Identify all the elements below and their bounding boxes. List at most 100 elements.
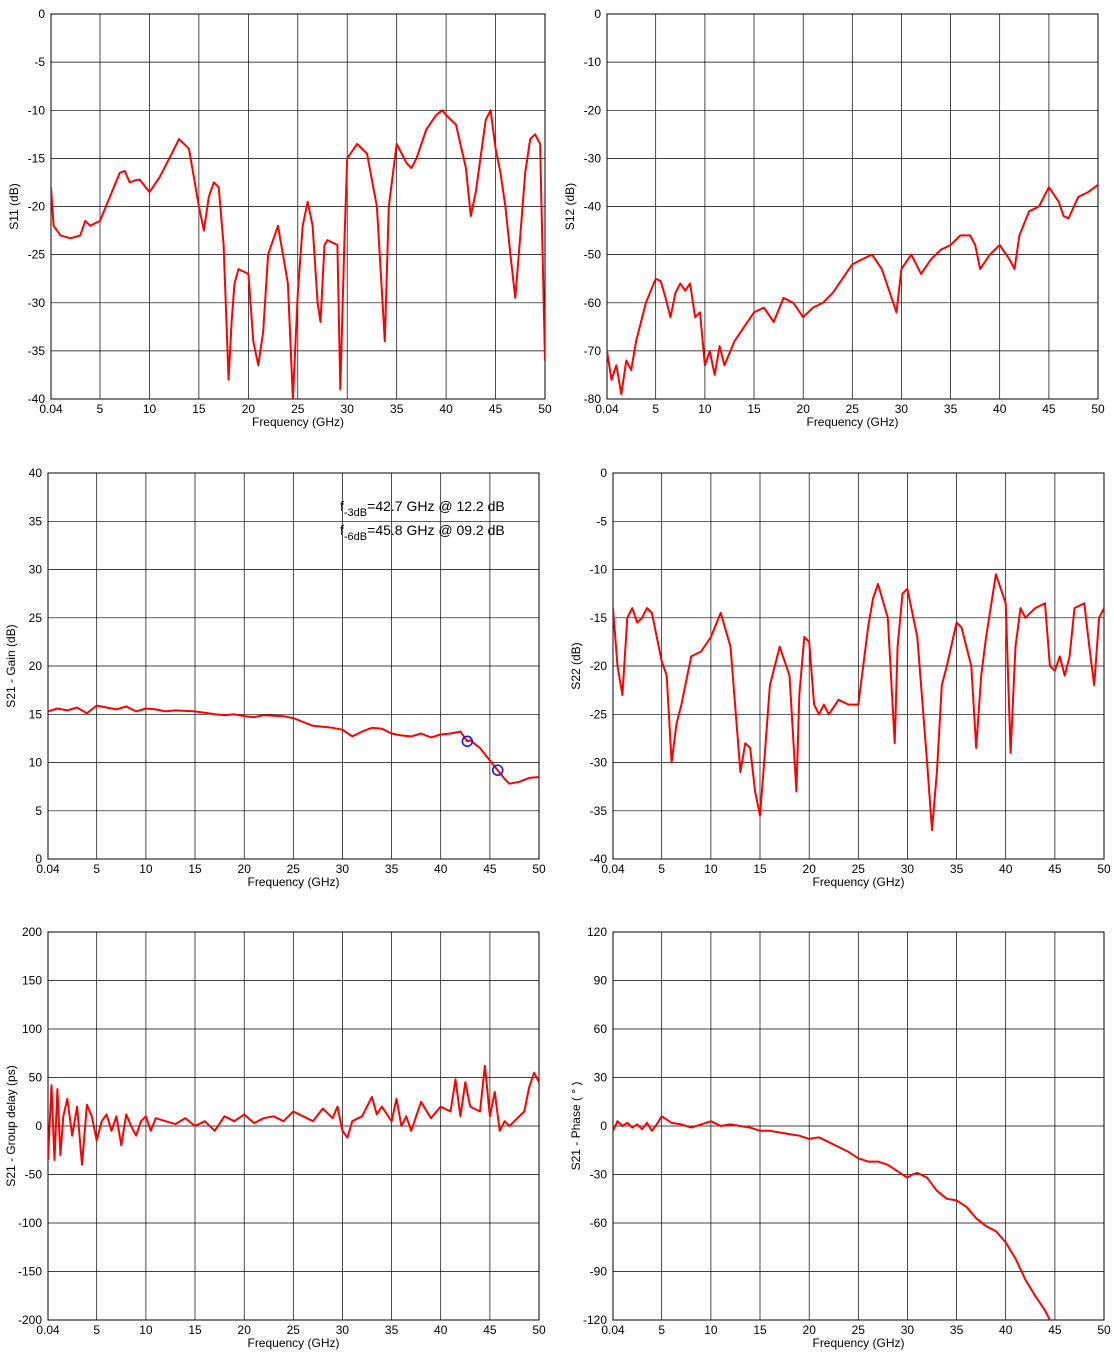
s21-gain-chart: 0.04 5 10 15 20 25 30 35 40 45 50 0 5 10 15 20 25 30 35 40 F… <box>4 466 546 889</box>
s21-group-delay-xtick-label: 30 <box>336 1323 350 1337</box>
s11-ytick-label: -25 <box>28 248 46 262</box>
s21-phase-xtick-label: 20 <box>803 1323 817 1337</box>
s11-ytick-label: -15 <box>28 151 46 165</box>
s11-ytick-label: -35 <box>28 344 46 358</box>
s22-xtick-label: 15 <box>753 862 767 876</box>
s21-phase-ytick-label: 0 <box>600 1119 607 1133</box>
s21-gain-ytick-label: 35 <box>29 514 43 528</box>
s11-xtick-label: 35 <box>390 402 404 416</box>
s21-gain-ytick-label: 5 <box>35 804 42 818</box>
s21-phase-ytick-label: -90 <box>590 1265 608 1279</box>
s22-xlabel: Frequency (GHz) <box>812 875 904 889</box>
s21-phase-ytick-label: -30 <box>590 1168 608 1182</box>
s22-xtick-label: 0.04 <box>601 862 625 876</box>
cutoff-annotation-sub: -3dB <box>344 507 367 519</box>
s22-ytick-label: -20 <box>590 659 608 673</box>
s12-xtick-label: 5 <box>652 402 659 416</box>
s21-phase-xlabel: Frequency (GHz) <box>812 1336 904 1350</box>
s12-xtick-label: 0.04 <box>595 402 619 416</box>
s22-ytick-label: -15 <box>590 611 608 625</box>
s22-xtick-label: 50 <box>1097 862 1111 876</box>
s21-group-delay-xtick-label: 5 <box>93 1323 100 1337</box>
s21-group-delay-ytick-label: -100 <box>18 1216 42 1230</box>
s22-ytick-label: -25 <box>590 707 608 721</box>
s12-ytick-label: -70 <box>584 344 602 358</box>
s21-gain-ylabel: S21 - Gain (dB) <box>4 624 18 707</box>
s21-group-delay-ytick-label: -150 <box>18 1265 42 1279</box>
s12-trace <box>607 183 1098 396</box>
s22-plot-frame <box>612 472 1105 860</box>
cutoff-annotation-sub: -6dB <box>344 531 367 543</box>
s21-phase-xtick-label: 35 <box>950 1323 964 1337</box>
s11-xtick-label: 20 <box>242 402 256 416</box>
s11-xlabel: Frequency (GHz) <box>252 415 344 429</box>
s21-group-delay-xtick-label: 25 <box>287 1323 301 1337</box>
s21-gain-marker-f-6db <box>491 764 504 777</box>
s22-xtick-label: 25 <box>852 862 866 876</box>
s22-xtick-label: 45 <box>1048 862 1062 876</box>
s21-phase-xtick-label: 0.04 <box>601 1323 625 1337</box>
s12-plot-frame <box>606 13 1099 400</box>
s12-ytick-label: -20 <box>584 103 602 117</box>
s21-phase-xtick-label: 45 <box>1048 1323 1062 1337</box>
s22-xtick-label: 10 <box>704 862 718 876</box>
s11-xtick-label: 30 <box>341 402 355 416</box>
s21-group-delay-ytick-label: 0 <box>35 1119 42 1133</box>
s22-xtick-label: 35 <box>950 862 964 876</box>
s21-phase-ytick-label: -120 <box>583 1313 607 1327</box>
s21-group-delay-ytick-label: 150 <box>22 974 42 988</box>
cutoff-annotation-f-3db: f-3dB=42.7 GHz @ 12.2 dB <box>340 498 505 519</box>
s12-xtick-label: 15 <box>747 402 761 416</box>
s21-phase-ytick-label: 90 <box>594 974 608 988</box>
s12-xtick-label: 45 <box>1042 402 1056 416</box>
s21-group-delay-ytick-label: 50 <box>29 1071 43 1085</box>
s12-ylabel: S12 (dB) <box>563 183 577 230</box>
s11-xtick-label: 5 <box>97 402 104 416</box>
s11-ylabel: S11 (dB) <box>7 183 21 229</box>
s21-group-delay-ytick-label: 100 <box>22 1022 42 1036</box>
s12-xtick-label: 35 <box>944 402 958 416</box>
s21-gain-xtick-label: 20 <box>238 862 252 876</box>
s21-group-delay-xtick-label: 10 <box>139 1323 153 1337</box>
s21-gain-xtick-label: 15 <box>188 862 202 876</box>
s22-chart: 0.04 5 10 15 20 25 30 35 40 45 50 0 -5 -10 -15 -20 -25 -3… <box>569 466 1111 889</box>
s11-chart: 0.04 5 10 15 20 25 30 35 40 45 50 0 -5 -10 -15 -20 -25 -3… <box>7 7 552 429</box>
s21-gain-xtick-label: 35 <box>385 862 399 876</box>
s11-ytick-label: -40 <box>28 392 46 406</box>
s22-ytick-label: -40 <box>590 852 608 866</box>
s12-ytick-label: -60 <box>584 296 602 310</box>
s12-xtick-label: 20 <box>797 402 811 416</box>
s11-ytick-label: 0 <box>38 7 45 21</box>
s22-ytick-label: -10 <box>590 563 608 577</box>
s21-phase-xtick-label: 10 <box>704 1323 718 1337</box>
s21-phase-xtick-label: 25 <box>852 1323 866 1337</box>
s21-gain-plot-frame <box>47 472 540 860</box>
s12-xtick-label: 10 <box>698 402 712 416</box>
s12-xtick-label: 40 <box>993 402 1007 416</box>
s22-trace <box>613 573 1104 831</box>
s21-group-delay-ylabel: S21 - Group delay (ps) <box>4 1065 18 1186</box>
s21-phase-xtick-label: 30 <box>901 1323 915 1337</box>
s21-phase-xtick-label: 5 <box>658 1323 665 1337</box>
s22-ytick-label: -30 <box>590 756 608 770</box>
s22-ytick-label: -35 <box>590 804 608 818</box>
s21-gain-xlabel: Frequency (GHz) <box>247 875 339 889</box>
s11-plot-frame <box>50 13 546 400</box>
s21-gain-marker-f-3db <box>461 735 474 748</box>
s12-chart: 0.04 5 10 15 20 25 30 35 40 45 50 0 -10 -20 -30 -40 -50 -… <box>563 7 1105 429</box>
s11-ytick-label: -30 <box>28 296 46 310</box>
s21-group-delay-xtick-label: 35 <box>385 1323 399 1337</box>
cutoff-annotation-f-6db: f-6dB=45.8 GHz @ 09.2 dB <box>340 522 505 543</box>
s21-gain-ytick-label: 25 <box>29 611 43 625</box>
s22-xtick-label: 30 <box>901 862 915 876</box>
s21-phase-plot-frame <box>612 931 1105 1321</box>
s11-ytick-label: -10 <box>28 103 46 117</box>
s11-xtick-label: 50 <box>538 402 552 416</box>
cutoff-annotation-text: =45.8 GHz @ 09.2 dB <box>367 522 505 538</box>
s21-phase-ylabel: S21 - Phase ( ° ) <box>569 1082 583 1171</box>
s21-phase-xtick-label: 15 <box>753 1323 767 1337</box>
s21-phase-ytick-label: 60 <box>594 1022 608 1036</box>
s11-xtick-label: 40 <box>439 402 453 416</box>
